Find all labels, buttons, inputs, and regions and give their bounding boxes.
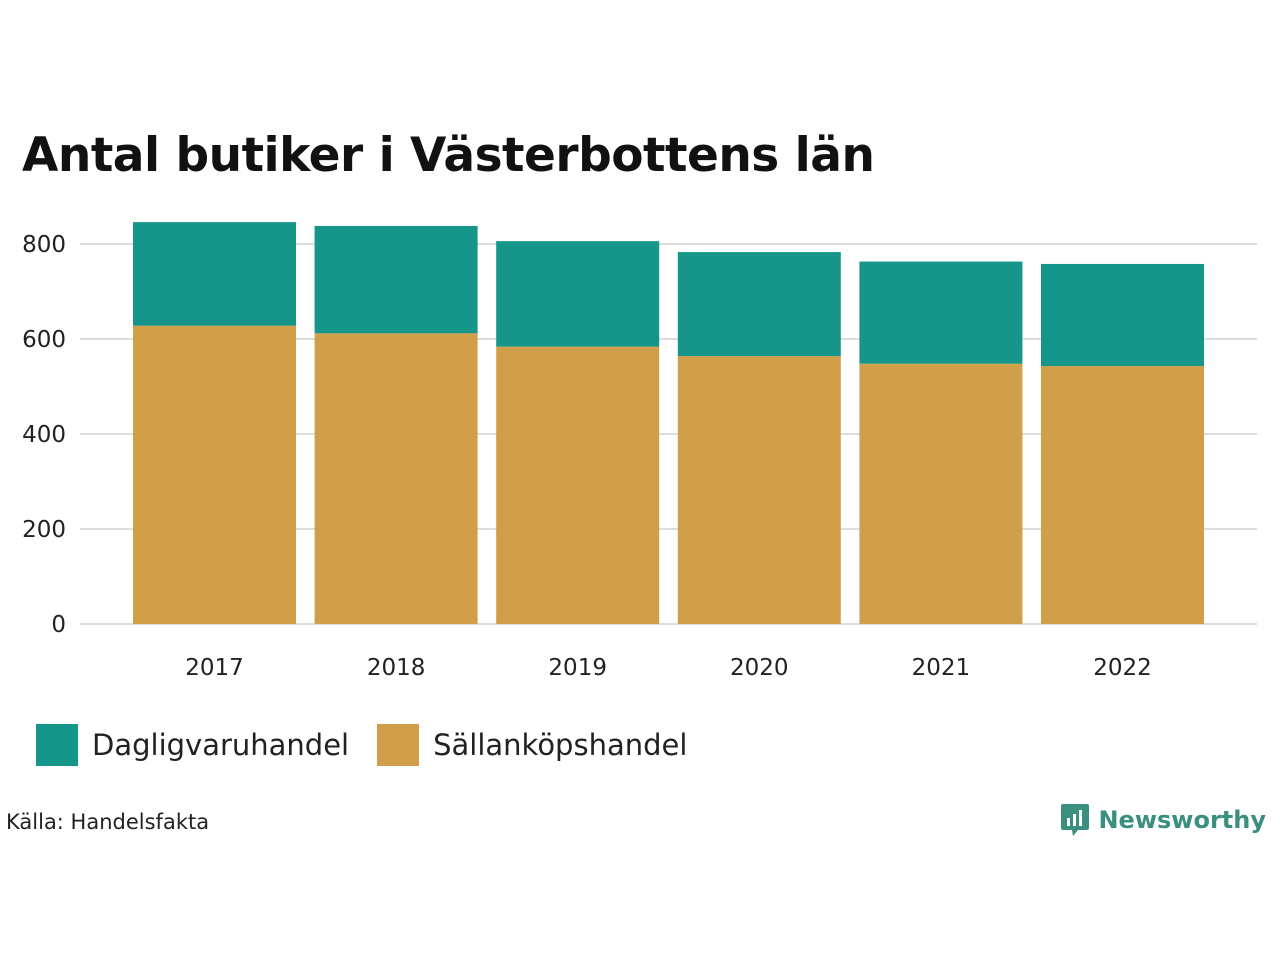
y-tick-label-0: 0 bbox=[51, 612, 66, 638]
bar-sallankopshandel-2022 bbox=[1041, 366, 1204, 624]
chart-title: Antal butiker i Västerbottens län bbox=[22, 128, 875, 183]
y-tick-label-800: 800 bbox=[22, 232, 66, 258]
brand-name: Newsworthy bbox=[1098, 806, 1266, 834]
bar-sallankopshandel-2018 bbox=[314, 333, 478, 624]
x-tick-label-2017: 2017 bbox=[185, 655, 244, 681]
legend-label-sallankopshandel: Sällanköpshandel bbox=[433, 728, 688, 762]
legend-item-sallankopshandel: Sällanköpshandel bbox=[377, 724, 687, 766]
bar-dagligvaruhandel-2022 bbox=[1041, 263, 1204, 367]
y-tick-label-400: 400 bbox=[22, 422, 66, 448]
newsworthy-logo: Newsworthy bbox=[1060, 802, 1266, 838]
x-tick-label-2022: 2022 bbox=[1093, 655, 1152, 681]
x-tick-label-2021: 2021 bbox=[912, 655, 971, 681]
legend-label-dagligvaruhandel: Dagligvaruhandel bbox=[92, 728, 350, 762]
bar-dagligvaruhandel-2019 bbox=[496, 241, 660, 347]
bar-dagligvaruhandel-2018 bbox=[314, 225, 478, 334]
y-tick-label-600: 600 bbox=[22, 327, 66, 353]
x-tick-label-2018: 2018 bbox=[367, 655, 426, 681]
bar-dagligvaruhandel-2017 bbox=[133, 222, 296, 326]
bar-sallankopshandel-2019 bbox=[496, 346, 660, 624]
bar-dagligvaruhandel-2020 bbox=[677, 252, 841, 357]
x-tick-label-2019: 2019 bbox=[548, 655, 607, 681]
bar-dagligvaruhandel-2021 bbox=[859, 261, 1023, 364]
newsworthy-logo-icon bbox=[1061, 804, 1090, 836]
x-tick-label-2020: 2020 bbox=[730, 655, 789, 681]
legend: Dagligvaruhandel Sällanköpshandel bbox=[36, 724, 715, 766]
legend-swatch-dagligvaruhandel bbox=[36, 724, 78, 766]
stacked-bar-chart: 0 200 400 600 800 2017 2018 2019 2020 2021 2022 bbox=[22, 222, 1257, 681]
source-note: Källa: Handelsfakta bbox=[6, 810, 210, 834]
y-tick-label-200: 200 bbox=[22, 517, 66, 543]
bar-sallankopshandel-2020 bbox=[677, 356, 841, 624]
legend-item-dagligvaruhandel: Dagligvaruhandel bbox=[36, 724, 349, 766]
bar-sallankopshandel-2021 bbox=[859, 363, 1023, 624]
legend-swatch-sallankopshandel bbox=[377, 724, 420, 766]
bar-sallankopshandel-2017 bbox=[133, 325, 296, 624]
